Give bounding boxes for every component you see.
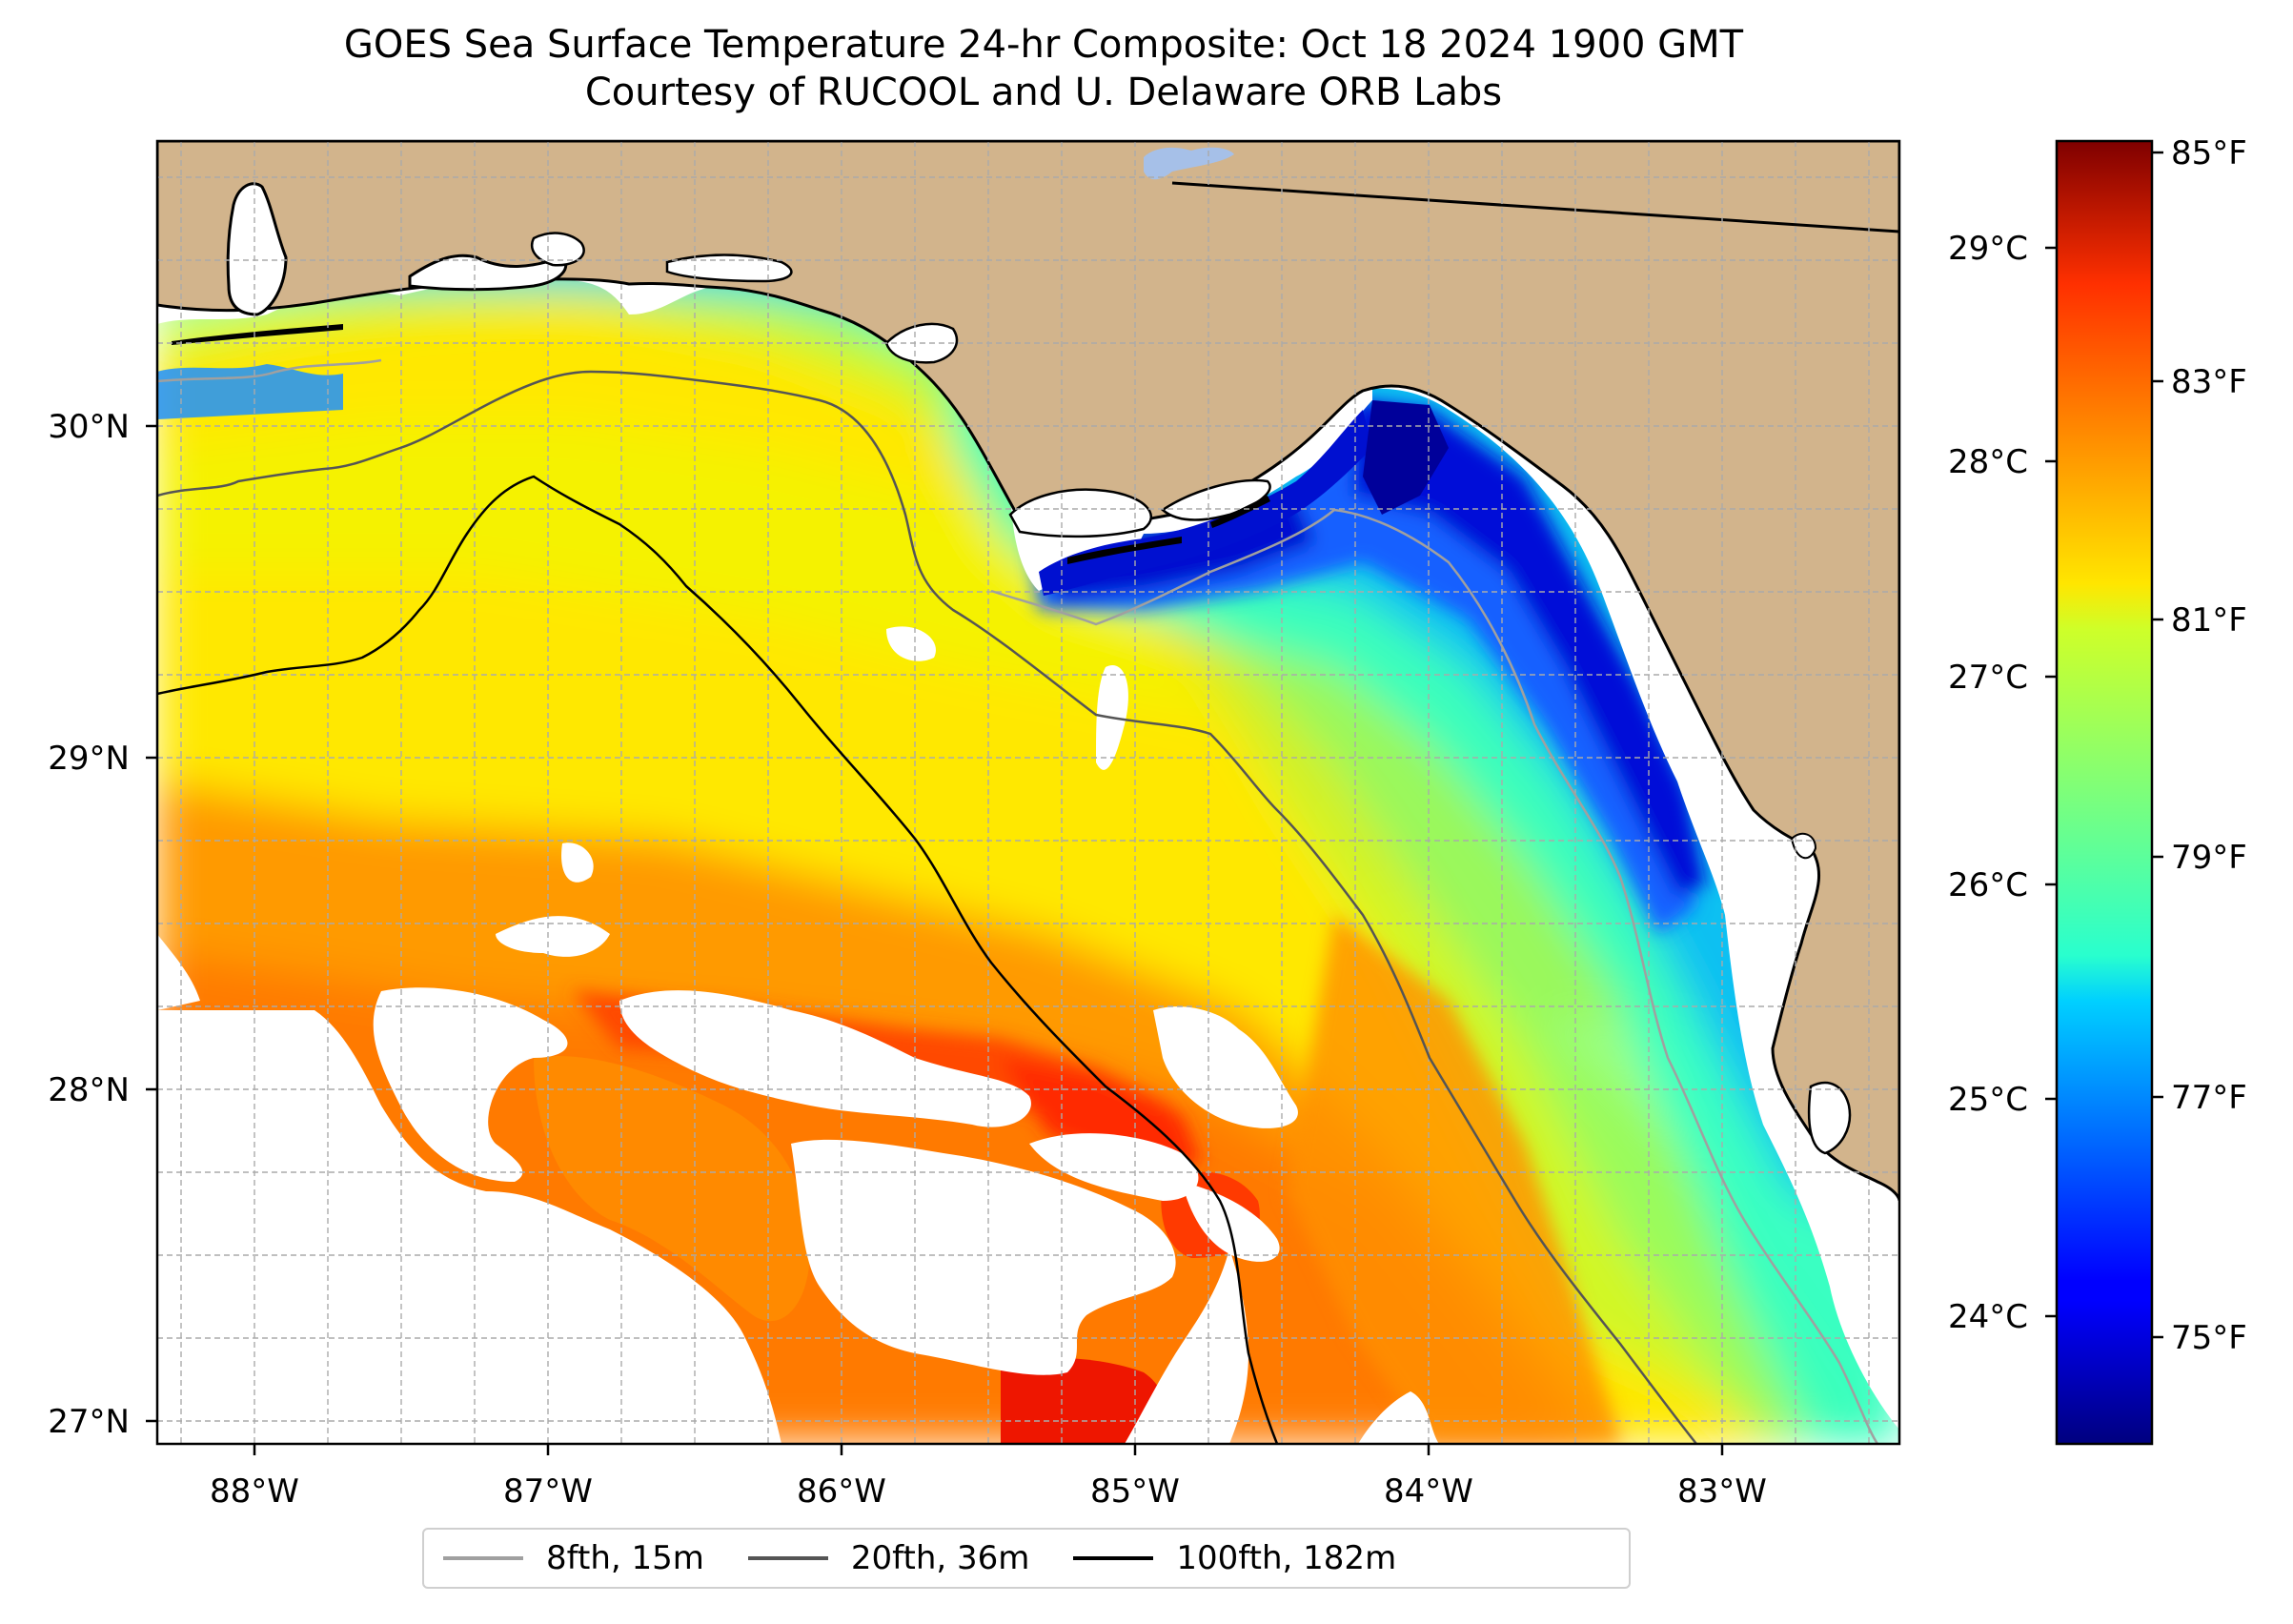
cbar-c-24: 24°C (1948, 1298, 2028, 1336)
cbar-c-27: 27°C (1948, 659, 2028, 697)
map-title: GOES Sea Surface Temperature 24-hr Compo… (0, 21, 2087, 116)
legend-label: 8fth, 15m (546, 1539, 704, 1577)
cbar-c-28: 28°C (1948, 443, 2028, 481)
cbar-c-29: 29°C (1948, 230, 2028, 268)
axis-ticks (146, 424, 1724, 1455)
lon-tick-83: 83°W (1677, 1472, 1767, 1511)
map-frame (155, 139, 1901, 1446)
lon-tick-84: 84°W (1384, 1472, 1473, 1511)
lon-tick-85: 85°W (1090, 1472, 1180, 1511)
lon-tick-87: 87°W (503, 1472, 593, 1511)
cbar-f-77: 77°F (2171, 1079, 2247, 1117)
lon-tick-88: 88°W (210, 1472, 299, 1511)
colorbar (2055, 139, 2154, 1446)
lat-tick-labels: 27°N 28°N 29°N 30°N (48, 408, 130, 1441)
legend-entry-8fth: 8fth, 15m (443, 1539, 704, 1577)
isobath-20fth (157, 370, 1697, 1444)
cbar-c-26: 26°C (1948, 866, 2028, 904)
colorbar-c-labels: 24°C 25°C 26°C 27°C 28°C 29°C (1948, 230, 2028, 1336)
lat-tick-27: 27°N (48, 1403, 130, 1441)
legend-entry-20fth: 20fth, 36m (747, 1539, 1030, 1577)
lat-tick-29: 29°N (48, 740, 130, 778)
map-area (157, 141, 1899, 1444)
cbar-f-83: 83°F (2171, 363, 2247, 401)
lat-tick-28: 28°N (48, 1071, 130, 1109)
isobath-legend: 8fth, 15m 20fth, 36m 100fth, 182m (422, 1528, 1631, 1589)
colorbar-f-labels: 75°F 77°F 79°F 81°F 83°F 85°F (2171, 134, 2247, 1357)
state-border (1171, 181, 1899, 233)
colorbar-ticks (2045, 151, 2163, 1339)
lon-tick-labels: 88°W 87°W 86°W 85°W 84°W 83°W (210, 1472, 1767, 1511)
lat-tick-30: 30°N (48, 408, 130, 446)
cbar-f-79: 79°F (2171, 839, 2247, 877)
cbar-f-75: 75°F (2171, 1319, 2247, 1357)
legend-label: 20fth, 36m (850, 1539, 1030, 1577)
legend-entry-100fth: 100fth, 182m (1073, 1539, 1396, 1577)
cbar-f-85: 85°F (2171, 134, 2247, 173)
legend-swatch (1073, 1556, 1154, 1560)
cbar-c-25: 25°C (1948, 1081, 2028, 1119)
isobath-100fth (157, 475, 1279, 1444)
title-line-1: GOES Sea Surface Temperature 24-hr Compo… (343, 23, 1744, 67)
lake (1144, 147, 1234, 180)
legend-label: 100fth, 182m (1176, 1539, 1397, 1577)
land (157, 141, 1899, 1202)
legend-swatch (747, 1556, 828, 1560)
cbar-f-81: 81°F (2171, 601, 2247, 639)
sst-patch (1001, 1357, 1168, 1444)
legend-swatch (443, 1556, 523, 1560)
title-line-2: Courtesy of RUCOOL and U. Delaware ORB L… (584, 71, 1503, 114)
isobath-8fth (157, 358, 1879, 1444)
lon-tick-86: 86°W (797, 1472, 886, 1511)
isobaths (157, 358, 1879, 1444)
